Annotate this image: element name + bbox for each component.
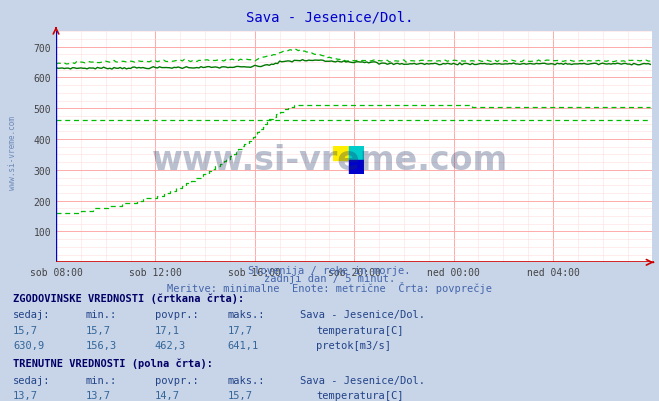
Text: 15,7: 15,7 <box>227 390 252 400</box>
Text: maks.:: maks.: <box>227 375 265 385</box>
Text: povpr.:: povpr.: <box>155 375 198 385</box>
Bar <box>349 160 364 174</box>
Text: pretok[m3/s]: pretok[m3/s] <box>316 340 391 350</box>
Text: maks.:: maks.: <box>227 310 265 320</box>
Text: 17,7: 17,7 <box>227 325 252 335</box>
Text: 641,1: 641,1 <box>227 340 258 350</box>
Text: sedaj:: sedaj: <box>13 375 51 385</box>
Text: 13,7: 13,7 <box>13 390 38 400</box>
Bar <box>349 146 364 160</box>
Text: www.si-vreme.com: www.si-vreme.com <box>152 144 507 177</box>
Text: 13,7: 13,7 <box>86 390 111 400</box>
Text: zadnji dan / 5 minut.: zadnji dan / 5 minut. <box>264 273 395 284</box>
Text: 462,3: 462,3 <box>155 340 186 350</box>
Text: 17,1: 17,1 <box>155 325 180 335</box>
Text: Meritve: minimalne  Enote: metrične  Črta: povprečje: Meritve: minimalne Enote: metrične Črta:… <box>167 282 492 294</box>
Text: Sava - Jesenice/Dol.: Sava - Jesenice/Dol. <box>246 10 413 24</box>
Text: 630,9: 630,9 <box>13 340 44 350</box>
Text: 14,7: 14,7 <box>155 390 180 400</box>
Text: ZGODOVINSKE VREDNOSTI (črtkana črta):: ZGODOVINSKE VREDNOSTI (črtkana črta): <box>13 293 244 303</box>
Text: TRENUTNE VREDNOSTI (polna črta):: TRENUTNE VREDNOSTI (polna črta): <box>13 358 213 369</box>
Text: www.si-vreme.com: www.si-vreme.com <box>8 115 17 189</box>
Text: min.:: min.: <box>86 310 117 320</box>
Text: 15,7: 15,7 <box>86 325 111 335</box>
Text: 156,3: 156,3 <box>86 340 117 350</box>
Text: Sava - Jesenice/Dol.: Sava - Jesenice/Dol. <box>300 375 425 385</box>
Text: sedaj:: sedaj: <box>13 310 51 320</box>
Bar <box>333 146 349 160</box>
Text: min.:: min.: <box>86 375 117 385</box>
Text: Sava - Jesenice/Dol.: Sava - Jesenice/Dol. <box>300 310 425 320</box>
Text: 15,7: 15,7 <box>13 325 38 335</box>
Text: Slovenija / reke in morje.: Slovenija / reke in morje. <box>248 265 411 275</box>
Text: temperatura[C]: temperatura[C] <box>316 325 404 335</box>
Text: temperatura[C]: temperatura[C] <box>316 390 404 400</box>
Text: povpr.:: povpr.: <box>155 310 198 320</box>
